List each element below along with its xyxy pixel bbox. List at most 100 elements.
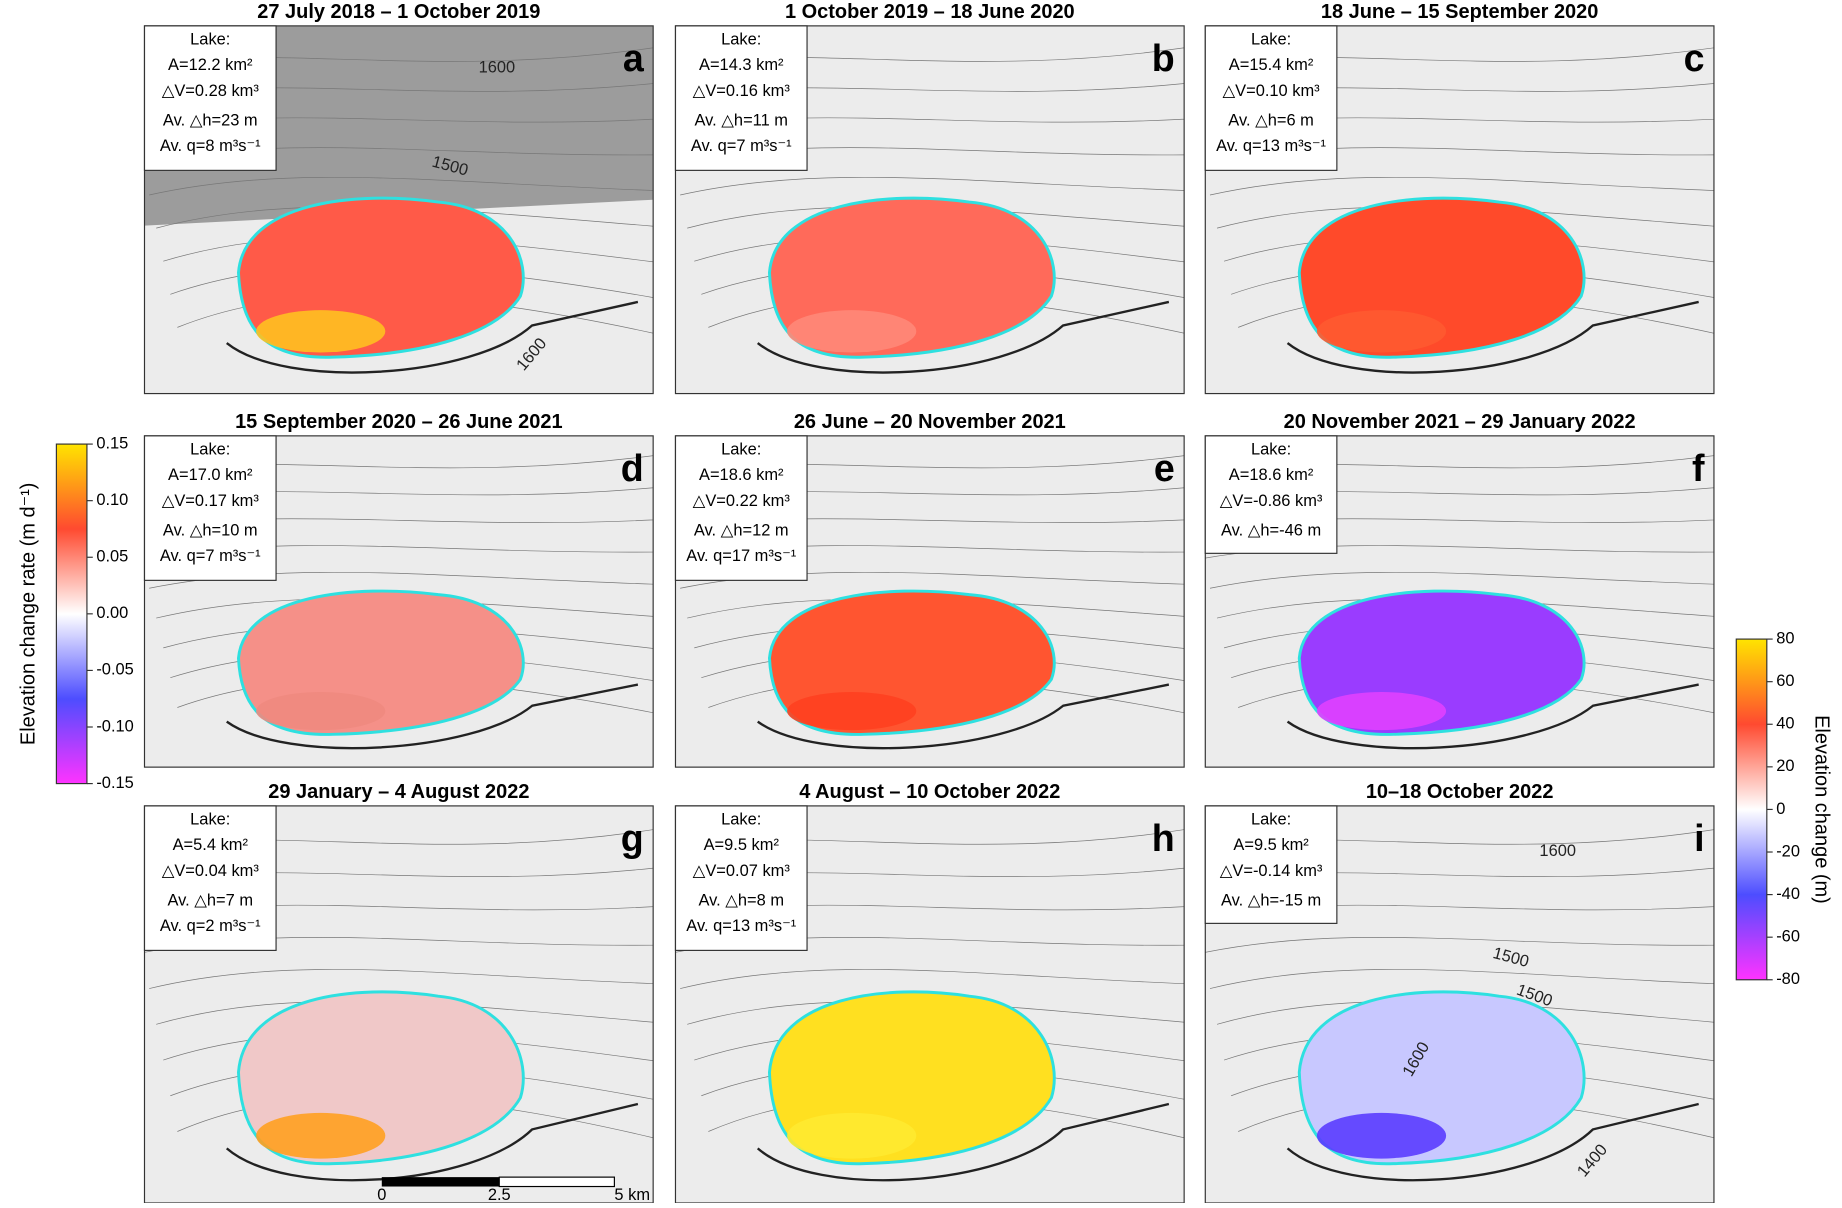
colorbar-tick-label: -80 [1776, 970, 1800, 988]
lake-anomaly [787, 310, 917, 353]
panel-title: 4 August – 10 October 2022 [799, 781, 1060, 803]
map-panel: Lake: A=18.6 km² △V=-0.86 km³ Av. △h=-46 m f [1204, 435, 1715, 768]
lake-anomaly [256, 310, 386, 353]
info-line: Av. △h=-15 m [1221, 891, 1321, 909]
contour-line [680, 969, 1185, 989]
info-line: Av. q=7 m³s⁻¹ [160, 547, 261, 565]
info-box [143, 435, 277, 581]
info-line: Lake: [1251, 440, 1291, 458]
info-line: A=15.4 km² [1229, 56, 1314, 74]
contour-line [1205, 937, 1714, 953]
info-box [674, 435, 808, 581]
glacier-margin [757, 683, 1170, 750]
map-panel: Lake: A=15.4 km² △V=0.10 km³ Av. △h=6 m Av. … [1204, 25, 1715, 395]
contour-line [149, 176, 654, 196]
scale-bar-white [498, 1176, 615, 1188]
colorbar-tick-label: 0.05 [96, 548, 128, 566]
glacier-margin [1286, 300, 1699, 374]
info-line: A=18.6 km² [1229, 466, 1314, 484]
colorbar-tick-label: -0.15 [96, 774, 133, 792]
info-line: Av. △h=6 m [1228, 111, 1314, 129]
info-line: A=12.2 km² [168, 56, 253, 74]
panel-border [1204, 25, 1715, 395]
panel-letter: h [1152, 817, 1175, 859]
panel-title: 26 June – 20 November 2021 [794, 411, 1066, 433]
contour-line [1209, 969, 1714, 989]
colorbar-tick-label: -0.05 [96, 661, 133, 679]
info-line: Av. q=13 m³s⁻¹ [1216, 137, 1326, 155]
contour-line [1209, 571, 1714, 589]
info-line: △V=0.07 km³ [693, 862, 791, 880]
lake-anomaly [787, 691, 917, 731]
map [675, 435, 1185, 768]
colorbar-tick-label: 0.10 [96, 491, 128, 509]
colorbar-label: Elevation change (m) [1811, 715, 1833, 904]
info-line: A=5.4 km² [173, 836, 249, 854]
panel-letter: i [1694, 817, 1704, 859]
panel-letter: a [623, 37, 645, 79]
map-panel: Lake: A=18.6 km² △V=0.22 km³ Av. △h=12 m Av.… [674, 435, 1185, 768]
scale-bar-black [381, 1177, 500, 1187]
info-box [143, 25, 277, 171]
info-line: Lake: [1251, 30, 1291, 48]
panel-letter: e [1154, 447, 1175, 489]
panel-border [143, 25, 654, 395]
map-panel: Lake: A=9.5 km² △V=-0.14 km³ Av. △h=-15 m i 1… [1204, 805, 1715, 1204]
map-panel: Lake: A=12.2 km² △V=0.28 km³ Av. △h=23 m Av.… [143, 25, 654, 395]
scale-label: 0 [377, 1186, 386, 1203]
colorbar-tick-label: 20 [1776, 757, 1794, 775]
info-line: △V=0.04 km³ [162, 862, 260, 880]
panel-letter: g [621, 817, 644, 859]
map [144, 25, 654, 394]
info-line: Av. q=13 m³s⁻¹ [686, 917, 796, 935]
info-line: A=9.5 km² [1233, 836, 1309, 854]
info-line: △V=0.10 km³ [1222, 82, 1320, 100]
colorbar [55, 443, 88, 785]
info-box [1204, 805, 1338, 924]
panel-border [674, 25, 1185, 395]
info-line: Av. △h=-46 m [1221, 521, 1321, 539]
panel-letter: c [1684, 37, 1705, 79]
info-line: Av. △h=11 m [695, 111, 789, 129]
info-line: △V=0.22 km³ [693, 492, 791, 510]
info-line: Lake: [190, 440, 230, 458]
panel-border [1204, 435, 1715, 768]
info-box [1204, 435, 1338, 554]
info-line: Lake: [190, 30, 230, 48]
info-line: △V=-0.86 km³ [1220, 492, 1323, 510]
glacier-margin [756, 1102, 1170, 1182]
panel-title: 20 November 2021 – 29 January 2022 [1284, 411, 1636, 433]
contour-line [680, 176, 1185, 196]
info-line: Av. △h=23 m [163, 111, 258, 129]
info-box [1204, 25, 1338, 171]
info-line: △V=-0.14 km³ [1220, 862, 1323, 880]
info-line: △V=0.28 km³ [162, 82, 260, 100]
info-line: Av. △h=10 m [163, 521, 258, 539]
info-line: A=14.3 km² [699, 56, 784, 74]
colorbar-tick-label: 40 [1776, 715, 1794, 733]
lake-anomaly [787, 1112, 917, 1159]
glacier-margin [1286, 1102, 1699, 1182]
panel-title: 18 June – 15 September 2020 [1321, 1, 1599, 23]
lake-anomaly [1316, 1112, 1447, 1159]
colorbar-tick-label: -20 [1776, 842, 1800, 860]
colorbar-tick-label: -60 [1776, 928, 1800, 946]
panel-title: 29 January – 4 August 2022 [268, 781, 529, 803]
info-line: Lake: [190, 810, 230, 828]
contour-line [149, 969, 654, 989]
colorbar-tick-label: -40 [1776, 885, 1800, 903]
contour-label: 1600 [479, 59, 516, 77]
glacier-margin [226, 683, 639, 750]
panel-letter: f [1692, 447, 1705, 489]
info-line: Av. △h=8 m [698, 891, 784, 909]
scale-label: 5 km [614, 1186, 650, 1203]
panel-border [674, 435, 1185, 768]
info-line: Av. q=17 m³s⁻¹ [686, 547, 796, 565]
info-line: △V=0.17 km³ [162, 492, 260, 510]
info-line: A=9.5 km² [704, 836, 780, 854]
lake-anomaly [1316, 691, 1447, 731]
map [1205, 435, 1714, 768]
map-panel: Lake: A=14.3 km² △V=0.16 km³ Av. △h=11 m Av.… [674, 25, 1185, 395]
colorbar-tick-label: 80 [1776, 629, 1794, 647]
